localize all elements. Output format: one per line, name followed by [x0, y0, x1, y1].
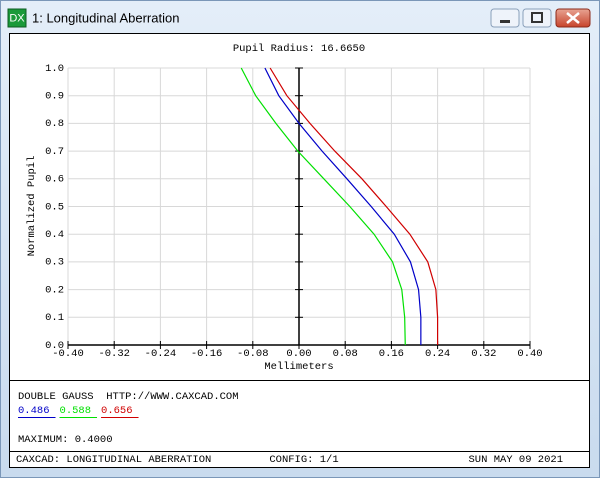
x-tick-label: 0.00	[286, 348, 311, 360]
y-tick-label: 1.0	[45, 63, 64, 75]
legend-label: 0.656	[101, 405, 133, 417]
x-tick-label: -0.24	[145, 348, 177, 360]
legend-label: 0.588	[60, 405, 92, 417]
curve	[240, 67, 406, 346]
footer-left: CAXCAD: LONGITUDINAL ABERRATION	[16, 454, 211, 466]
x-tick-label: -0.32	[98, 348, 130, 360]
legend-label: 0.486	[18, 405, 50, 417]
y-tick-label: 0.2	[45, 284, 64, 296]
y-tick-label: 0.1	[45, 312, 64, 324]
x-axis-label: Mellimeters	[264, 361, 333, 373]
x-tick-label: 0.24	[425, 348, 450, 360]
maximize-button[interactable]	[522, 8, 552, 28]
minimize-button[interactable]	[490, 8, 520, 28]
x-tick-label: 0.40	[517, 348, 542, 360]
window-title: 1: Longitudinal Aberration	[32, 10, 179, 25]
x-tick-label: 0.16	[379, 348, 404, 360]
curve	[269, 67, 439, 345]
y-axis-label: Normalized Pupil	[26, 156, 38, 257]
curve	[264, 67, 422, 345]
plot: -0.40 -0.32 -0.24 -0.16 -0.08 0.00 0.08 0.16 0.2…	[45, 63, 543, 360]
x-tick-label: 0.32	[471, 348, 496, 360]
maximize-icon	[531, 12, 543, 23]
footer-right: SUN MAY 09 2021	[468, 454, 563, 466]
x-tick-label: 0.08	[333, 348, 358, 360]
close-icon	[566, 12, 580, 24]
maximum: MAXIMUM: 0.4000	[18, 434, 113, 446]
footer-center: CONFIG: 1/1	[269, 454, 338, 466]
y-tick-label: 0.3	[45, 257, 64, 269]
chart-title: Pupil Radius: 16.6650	[233, 43, 365, 55]
y-tick-label: 0.5	[45, 201, 64, 213]
minimize-icon	[500, 20, 510, 23]
y-tick-label: 0.4	[45, 229, 64, 241]
app-icon-text: DX	[9, 12, 25, 24]
y-tick-label: 0.8	[45, 118, 64, 130]
y-tick-label: 0.9	[45, 90, 64, 102]
x-tick-label: -0.16	[191, 348, 223, 360]
y-tick-label: 0.6	[45, 174, 64, 186]
app-icon	[7, 8, 27, 28]
y-tick-label: 0.0	[45, 340, 64, 352]
description: DOUBLE GAUSS HTTP://WWW.CAXCAD.COM	[18, 391, 239, 403]
y-tick-label: 0.7	[45, 146, 64, 158]
x-tick-label: -0.08	[237, 348, 269, 360]
x-tick-label: -0.40	[52, 348, 84, 360]
